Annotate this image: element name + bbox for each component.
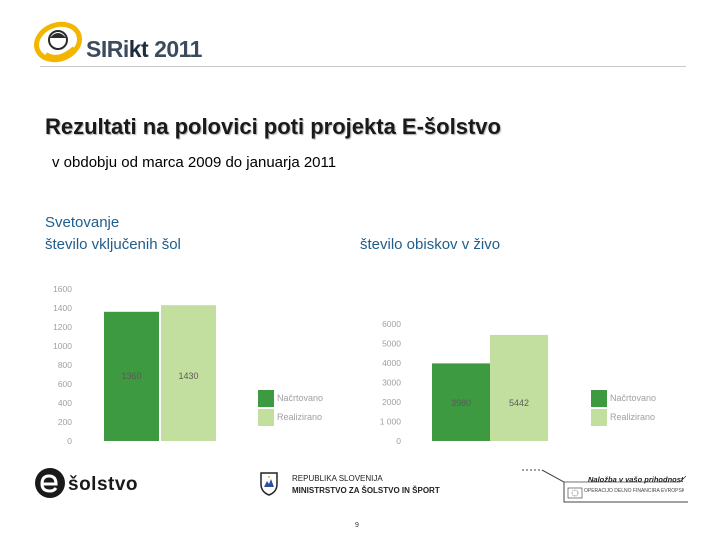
page-number: 9	[355, 522, 359, 529]
eu-slogan: Naložba v vašo prihodnost	[588, 475, 684, 484]
y-tick-label: 4000	[382, 358, 401, 368]
logo-year: 2011	[154, 36, 202, 62]
eu-fund-text: OPERACIJO DELNO FINANCIRA EVROPSKA UNIJA…	[584, 488, 684, 494]
y-tick-label: 1200	[53, 322, 72, 332]
logo-accent: kt	[128, 36, 149, 62]
slide-subtitle: v obdobju od marca 2009 do januarja 2011	[52, 154, 337, 171]
slide-title: Rezultati na polovici poti projekta E-šo…	[45, 114, 501, 139]
esolstvo-text: šolstvo	[68, 474, 139, 495]
chart-visits: 0 1 000 2000 3000 4000 5000 6000 3980 5442 Načrto…	[380, 319, 656, 446]
legend-label: Realizirano	[610, 412, 655, 422]
slovenia-crest-icon	[260, 472, 278, 496]
y-tick-label: 2000	[382, 397, 401, 407]
esolstvo-logo	[35, 468, 65, 498]
y-tick-label: 0	[67, 436, 72, 446]
ministry-line1: REPUBLIKA SLOVENIJA	[292, 474, 383, 483]
chart2-title: število obiskov v živo	[360, 236, 501, 253]
legend-swatch	[591, 409, 607, 426]
y-tick-label: 800	[58, 360, 72, 370]
eu-flag-icon	[567, 487, 583, 499]
header-divider	[40, 66, 686, 67]
eu-arrow-icon	[522, 469, 688, 503]
bar-planned	[432, 363, 490, 441]
y-tick-label: 0	[396, 436, 401, 446]
bar-value-label: 5442	[509, 398, 529, 408]
bar-realized	[161, 305, 216, 441]
bar-planned	[104, 311, 159, 441]
y-tick-label: 6000	[382, 319, 401, 329]
bar-value-label: 1360	[121, 371, 141, 381]
chart1-title: število vključenih šol	[45, 236, 181, 253]
section-label: Svetovanje	[45, 214, 120, 231]
y-tick-label: 600	[58, 379, 72, 389]
y-tick-label: 1400	[53, 303, 72, 313]
bar-realized	[490, 334, 548, 441]
sirikt-logo	[34, 21, 82, 63]
esolstvo-e-icon	[35, 468, 65, 498]
y-tick-label: 1000	[53, 341, 72, 351]
eu-fund-logo	[522, 469, 688, 503]
bar-value-label: 1430	[178, 371, 198, 381]
ministry-line2: MINISTRSTVO ZA ŠOLSTVO IN ŠPORT	[292, 486, 440, 495]
bar-value-label: 3980	[451, 398, 471, 408]
legend-label: Načrtovano	[610, 393, 656, 403]
y-tick-label: 5000	[382, 339, 401, 349]
legend-swatch	[258, 409, 274, 426]
sirikt-emblem-icon	[34, 21, 82, 63]
legend-label: Načrtovano	[277, 393, 323, 403]
legend-swatch	[258, 390, 274, 407]
legend-swatch	[591, 390, 607, 407]
y-tick-label: 1 000	[380, 417, 402, 427]
chart-schools: 0 200 400 600 800 1000 1200 1400 1600 1360 1430 Nač…	[53, 284, 323, 446]
legend-label: Realizirano	[277, 412, 322, 422]
y-tick-label: 400	[58, 398, 72, 408]
y-tick-label: 200	[58, 417, 72, 427]
y-tick-label: 1600	[53, 284, 72, 294]
y-tick-label: 3000	[382, 378, 401, 388]
logo-main: SIRi	[86, 36, 129, 62]
sirikt-logo-text: SIRikt 2011	[86, 36, 202, 63]
